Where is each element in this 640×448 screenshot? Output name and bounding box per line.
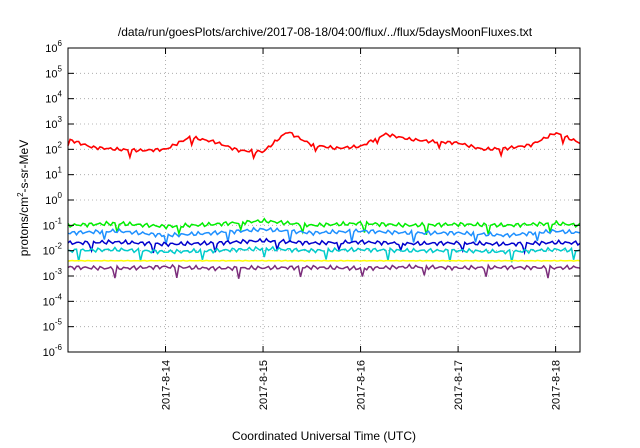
y-tick-label: 10-5 (43, 318, 63, 334)
y-tick-labels: 106 105 104 103 102 101 100 10-1 10-2 10-3 10-4 10-… (43, 39, 63, 359)
grid-lines (68, 48, 580, 352)
series-line-2 (67, 217, 581, 237)
series-line-7 (67, 263, 581, 279)
y-tick-label: 10-3 (43, 267, 63, 283)
y-tick-label: 10-6 (43, 343, 63, 359)
x-tick-label: 2017-8-18 (551, 360, 563, 410)
y-tick-label: 102 (45, 140, 62, 156)
y-tick-label: 104 (45, 90, 62, 106)
x-tick-label: 2017-8-17 (453, 360, 465, 410)
y-axis-label: protons/cm2-s-sr-MeV (16, 140, 31, 256)
y-tick-label: 10-2 (43, 242, 63, 258)
y-tick-label: 106 (45, 39, 62, 55)
y-tick-label: 10-4 (43, 292, 63, 308)
series-line-1 (67, 131, 581, 161)
chart-title: /data/run/goesPlots/archive/2017-08-18/0… (118, 25, 533, 39)
y-tick-label: 103 (45, 115, 62, 131)
series-line-4 (67, 237, 581, 256)
y-tick-label: 10-1 (43, 216, 63, 232)
axis-ticks (68, 47, 580, 353)
series-line-6 (67, 259, 581, 262)
x-tick-label: 2017-8-15 (258, 360, 270, 410)
x-axis-label: Coordinated Universal Time (UTC) (232, 429, 416, 443)
series-line-5 (67, 245, 581, 263)
series-line-3 (67, 226, 581, 245)
y-tick-label: 100 (45, 191, 62, 207)
x-tick-label: 2017-8-14 (161, 360, 173, 410)
series-lines (67, 131, 581, 279)
x-tick-label: 2017-8-16 (356, 360, 368, 410)
y-tick-label: 101 (45, 166, 62, 182)
y-tick-label: 105 (45, 64, 62, 80)
x-tick-labels: 2017-8-14 2017-8-15 2017-8-16 2017-8-17 2017… (161, 360, 563, 410)
